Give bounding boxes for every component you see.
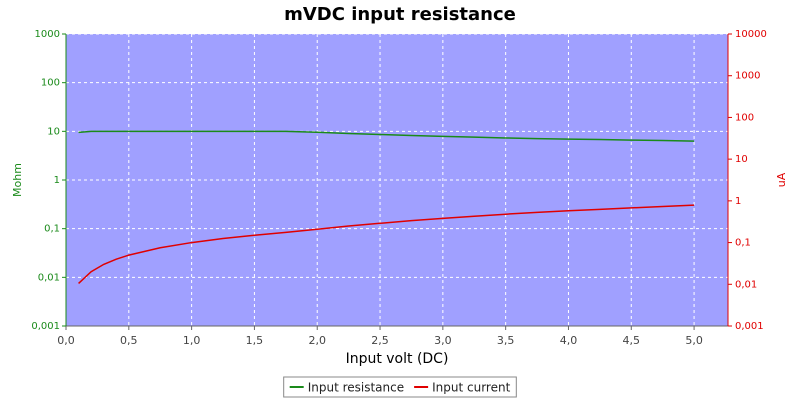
legend-label: Input current xyxy=(432,381,510,395)
y2-tick-label: 1 xyxy=(735,196,741,207)
x-tick-label: 4,5 xyxy=(623,334,641,347)
y-tick-label: 0,1 xyxy=(44,224,60,235)
y2-tick-label: 0,01 xyxy=(735,279,757,290)
series-line xyxy=(78,130,695,142)
y2-axis-label: uA xyxy=(775,172,788,187)
y2-tick-label: 0,1 xyxy=(735,238,751,249)
y-tick-label: 0,001 xyxy=(31,321,60,332)
series-line xyxy=(78,204,695,284)
y2-tick-label: 10000 xyxy=(735,29,767,40)
legend xyxy=(283,376,517,398)
y-tick-label: 1 xyxy=(54,175,60,186)
y2-tick-label: 100 xyxy=(735,112,754,123)
x-tick-label: 1,0 xyxy=(183,334,201,347)
y-tick-label: 100 xyxy=(41,78,60,89)
x-tick-label: 0,0 xyxy=(57,334,75,347)
x-tick-label: 0,5 xyxy=(120,334,138,347)
x-tick-label: 2,0 xyxy=(308,334,326,347)
y-tick-label: 10 xyxy=(47,126,60,137)
x-tick-label: 4,0 xyxy=(560,334,578,347)
y-axis-label: Mohm xyxy=(11,163,24,197)
x-tick-label: 3,0 xyxy=(434,334,452,347)
x-axis-label: Input volt (DC) xyxy=(346,351,449,367)
y2-tick-label: 1000 xyxy=(735,71,760,82)
x-tick-label: 1,5 xyxy=(246,334,264,347)
x-tick-label: 2,5 xyxy=(371,334,389,347)
y2-tick-label: 10 xyxy=(735,154,748,165)
y-tick-label: 1000 xyxy=(35,29,60,40)
x-tick-label: 5,0 xyxy=(685,334,703,347)
chart-title: mVDC input resistance xyxy=(284,4,516,25)
x-tick-label: 3,5 xyxy=(497,334,515,347)
legend-label: Input resistance xyxy=(308,381,404,395)
y2-tick-label: 0,001 xyxy=(735,321,764,332)
y-tick-label: 0,01 xyxy=(38,272,60,283)
